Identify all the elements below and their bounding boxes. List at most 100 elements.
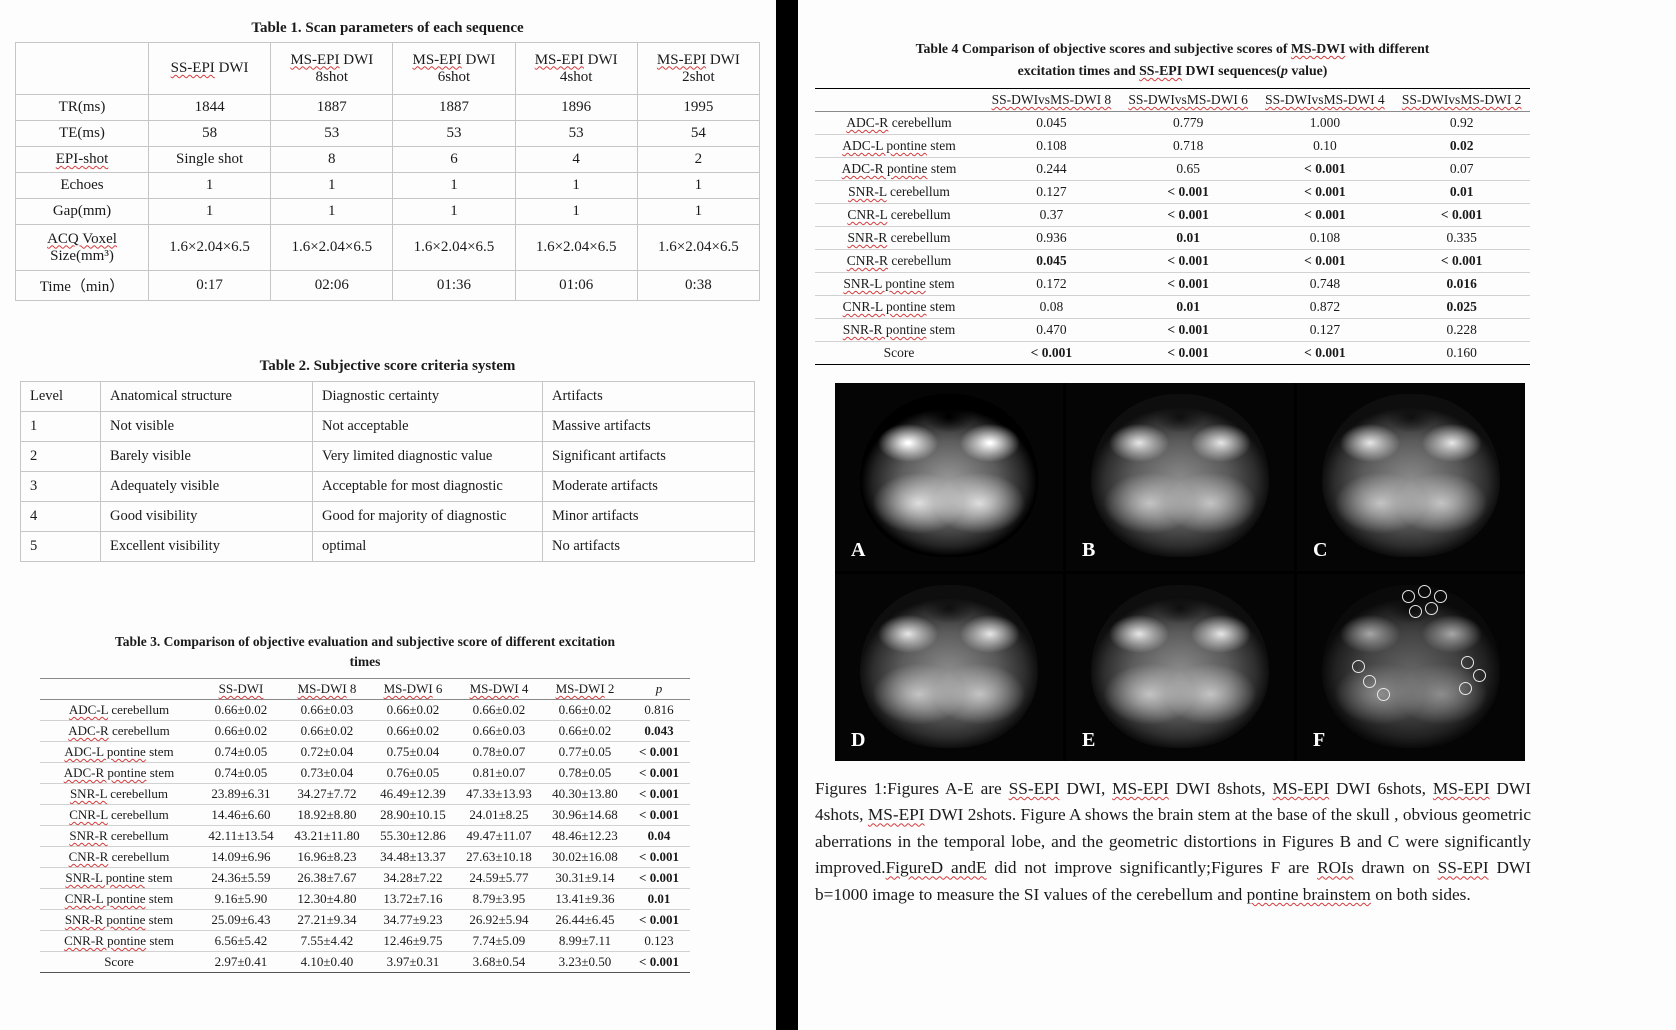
cell: < 0.001 bbox=[1167, 345, 1209, 360]
cell: 1887 bbox=[392, 94, 516, 121]
row-label: CNR-L cerebellum bbox=[847, 207, 951, 222]
cell: 7.74±5.09 bbox=[472, 933, 526, 948]
cell: Good visibility bbox=[100, 501, 313, 532]
brain-slice-image bbox=[1091, 584, 1269, 748]
cell: < 0.001 bbox=[1167, 184, 1209, 199]
table-row: Gap(mm) 1 1 1 1 1 bbox=[15, 198, 761, 225]
cell: < 0.001 bbox=[639, 870, 679, 885]
cell: 54 bbox=[636, 120, 761, 147]
brain-slice-image bbox=[1322, 394, 1500, 558]
cell: 1.6×2.04×6.5 bbox=[636, 224, 761, 271]
table-row: ADC-L pontine stem 0.74±0.05 0.72±0.04 0.75… bbox=[40, 742, 690, 763]
cell: 0.816 bbox=[644, 702, 674, 717]
cell: Significant artifacts bbox=[542, 441, 755, 472]
table-row: SNR-R pontine stem 0.470 < 0.001 0.127 0.228 bbox=[815, 319, 1530, 342]
row-label: 1 bbox=[20, 411, 101, 442]
cell: 0.81±0.07 bbox=[472, 765, 526, 780]
figure-label: F bbox=[1313, 729, 1326, 751]
row-label: SNR-R pontine stem bbox=[64, 912, 174, 927]
row-label: SNR-R cerebellum bbox=[69, 828, 169, 843]
cell: Acceptable for most diagnostic bbox=[312, 471, 543, 502]
row-label: ADC-L pontine stem bbox=[842, 138, 956, 153]
cell: < 0.001 bbox=[639, 765, 679, 780]
table-row: ADC-R cerebellum 0.045 0.779 1.000 0.92 bbox=[815, 112, 1530, 135]
row-label: ADC-R cerebellum bbox=[846, 115, 952, 130]
cell: 0.66±0.02 bbox=[300, 723, 354, 738]
table-row: ADC-R pontine stem 0.74±0.05 0.73±0.04 0.76… bbox=[40, 763, 690, 784]
figure-label: E bbox=[1082, 729, 1096, 751]
cell: 18.92±8.80 bbox=[297, 807, 357, 822]
table2-title: Table 2. Subjective score criteria syste… bbox=[259, 358, 516, 374]
cell: 0.66±0.03 bbox=[300, 702, 354, 717]
row-label: EPI-shot bbox=[15, 146, 149, 173]
row-label: SNR-L pontine stem bbox=[843, 276, 955, 291]
table3-title: Table 3. Comparison of objective evaluat… bbox=[40, 632, 690, 672]
cell: 6 bbox=[392, 146, 516, 173]
cell: 1 bbox=[270, 172, 394, 199]
row-label: 3 bbox=[20, 471, 101, 502]
figure-grid-mri: A B C D E bbox=[835, 383, 1525, 761]
cell: < 0.001 bbox=[639, 744, 679, 759]
row-label: CNR-L pontine stem bbox=[64, 891, 174, 906]
cell: 4.10±0.40 bbox=[300, 954, 354, 969]
cell: 0.01 bbox=[1449, 184, 1474, 199]
cell: 24.59±5.77 bbox=[469, 870, 529, 885]
cell: 13.41±9.36 bbox=[555, 891, 615, 906]
brain-slice-image bbox=[1091, 394, 1269, 558]
roi-circle bbox=[1363, 674, 1377, 688]
cell: Not visible bbox=[100, 411, 313, 442]
row-label: CNR-L cerebellum bbox=[69, 807, 169, 822]
table-row: 5 Excellent visibility optimal No artifacts bbox=[20, 531, 755, 562]
table1-scan-parameters: SS-EPI DWI MS-EPI DWI 8shot MS-EPI DWI 6shot… bbox=[15, 42, 761, 301]
cell: 26.44±6.45 bbox=[555, 912, 615, 927]
cell: 0.73±0.04 bbox=[300, 765, 354, 780]
cell: < 0.001 bbox=[1304, 345, 1346, 360]
table-row: SNR-R pontine stem 25.09±6.43 27.21±9.34 34… bbox=[40, 910, 690, 931]
cell: < 0.001 bbox=[639, 954, 679, 969]
row-label: Time（min） bbox=[15, 270, 149, 301]
cell: < 0.001 bbox=[639, 912, 679, 927]
cell: Minor artifacts bbox=[542, 501, 755, 532]
cell: 27.21±9.34 bbox=[297, 912, 357, 927]
row-label: SNR-L cerebellum bbox=[848, 184, 950, 199]
table-row: SNR-L pontine stem 0.172 < 0.001 0.748 0.016 bbox=[815, 273, 1530, 296]
cell: < 0.001 bbox=[1167, 253, 1209, 268]
header-row: SS-EPI DWI MS-EPI DWI 8shot MS-EPI DWI 6shot… bbox=[15, 42, 761, 95]
row-label: SNR-L cerebellum bbox=[69, 786, 169, 801]
cell: 0.936 bbox=[1036, 230, 1067, 245]
table-row: ACQ Voxel Size(mm³) 1.6×2.04×6.5 1.6×2.04×6… bbox=[15, 224, 761, 271]
cell: 1.6×2.04×6.5 bbox=[270, 224, 394, 271]
table4-title: Table 4 Comparison of objective scores a… bbox=[815, 38, 1530, 82]
cell: 0.872 bbox=[1309, 299, 1341, 314]
cell: < 0.001 bbox=[1304, 161, 1346, 176]
table-row: 2 Barely visible Very limited diagnostic v… bbox=[20, 441, 755, 472]
cell: 0.02 bbox=[1449, 138, 1474, 153]
figure-label: D bbox=[851, 729, 866, 751]
cell: 1 bbox=[392, 198, 516, 225]
table3-title-line2: times bbox=[349, 654, 381, 669]
cell: 34.27±7.72 bbox=[297, 786, 357, 801]
cell: 12.46±9.75 bbox=[383, 933, 443, 948]
cell: 0:38 bbox=[636, 270, 761, 301]
cell: Good for majority of diagnostic bbox=[312, 501, 543, 532]
mri-figure-a: A bbox=[835, 383, 1063, 571]
mri-figure-d: D bbox=[835, 573, 1063, 761]
cell: 24.01±8.25 bbox=[469, 807, 529, 822]
column-header bbox=[815, 89, 983, 112]
cell: 0.76±0.05 bbox=[386, 765, 440, 780]
row-label: ACQ Voxel Size(mm³) bbox=[15, 224, 149, 271]
column-header: SS-DWIvsMS-DWI 4 bbox=[1265, 92, 1385, 107]
cell: 1.6×2.04×6.5 bbox=[514, 224, 638, 271]
cell: Very limited diagnostic value bbox=[312, 441, 543, 472]
column-header: SS-DWI bbox=[218, 681, 264, 696]
mri-figure-c: C bbox=[1297, 383, 1525, 571]
figure-label: C bbox=[1313, 538, 1328, 561]
table-row: SNR-L pontine stem 24.36±5.59 26.38±7.67 34… bbox=[40, 868, 690, 889]
cell: < 0.001 bbox=[639, 786, 679, 801]
cell: 23.89±6.31 bbox=[211, 786, 271, 801]
cell: 0.66±0.02 bbox=[472, 702, 526, 717]
cell: 34.48±13.37 bbox=[380, 849, 446, 864]
roi-circle bbox=[1472, 669, 1486, 683]
column-header: Level bbox=[20, 381, 101, 412]
